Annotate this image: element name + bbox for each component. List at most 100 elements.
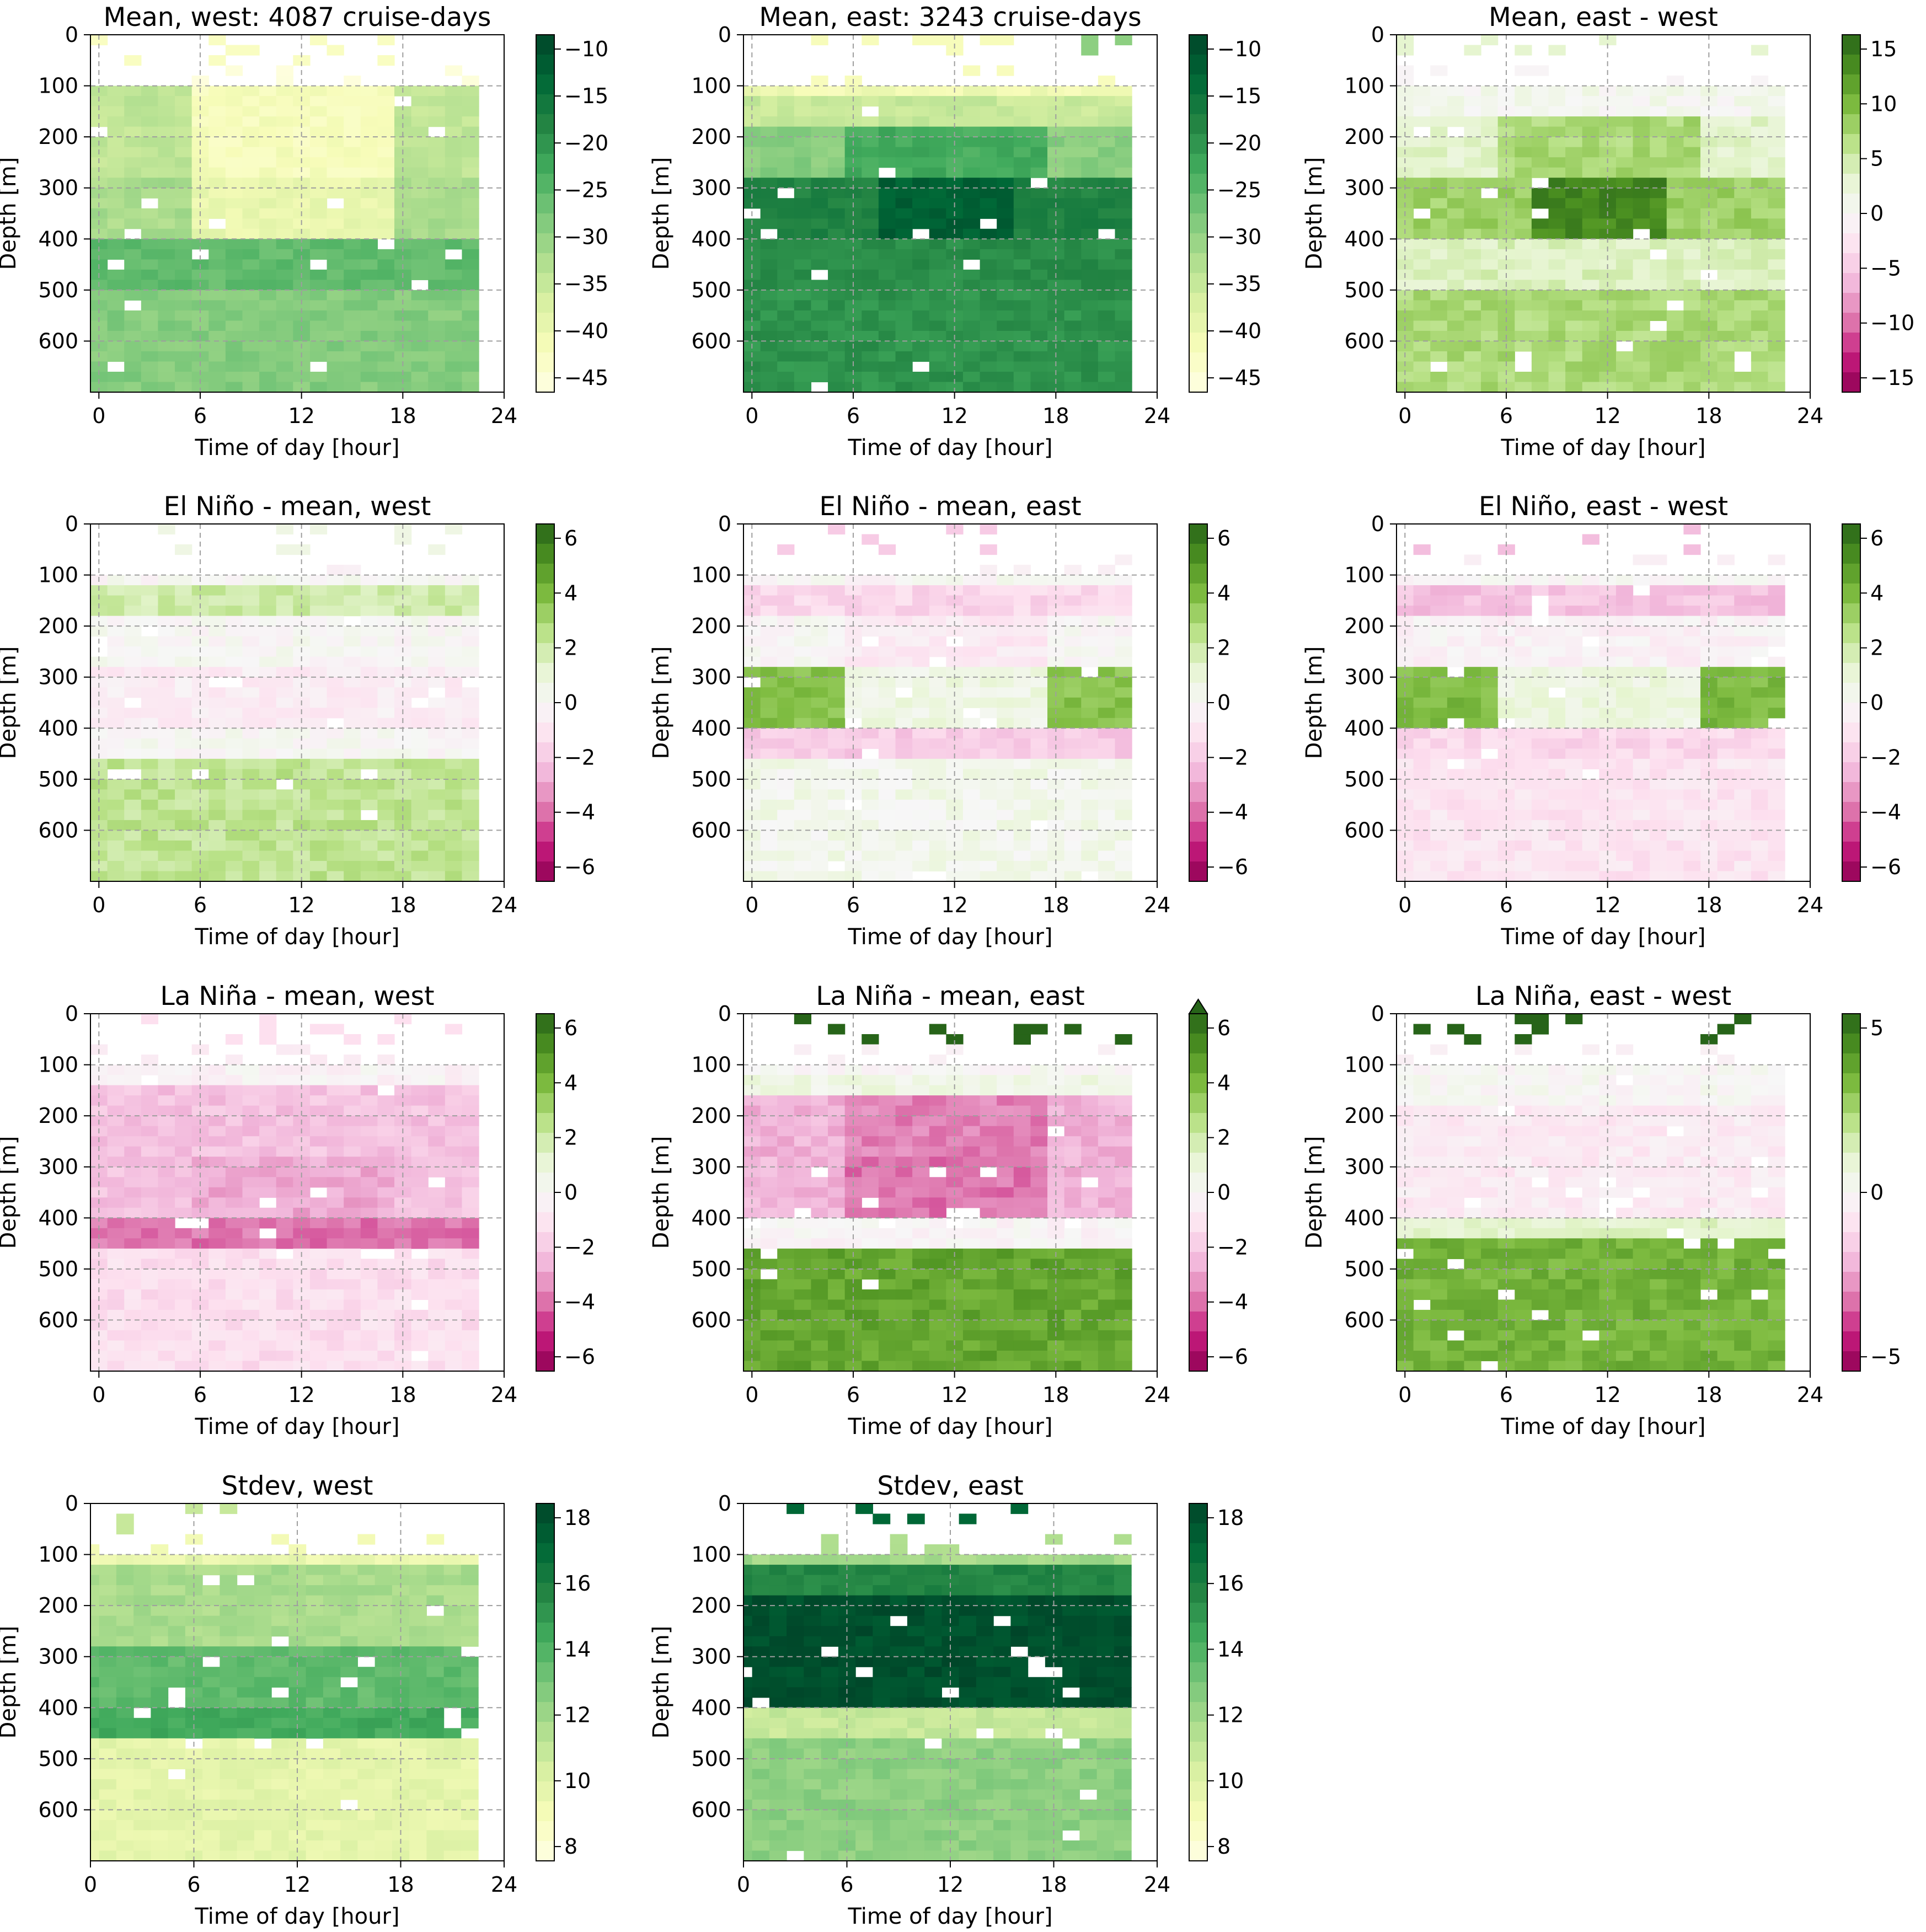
heatmap-cell: [1650, 259, 1667, 270]
heatmap-cell: [445, 300, 463, 311]
heatmap-cell: [225, 1075, 243, 1086]
heatmap-cell: [276, 76, 293, 87]
heatmap-cell: [929, 758, 946, 769]
heatmap-cell: [327, 126, 344, 137]
heatmap-cell: [411, 595, 429, 606]
heatmap-cell: [1615, 290, 1634, 301]
heatmap-cell: [760, 280, 778, 291]
heatmap-cell: [225, 606, 243, 617]
heatmap-cell: [962, 677, 981, 688]
heatmap-cell: [1565, 320, 1583, 331]
heatmap-cell: [242, 585, 260, 596]
heatmap-cell: [1548, 606, 1566, 617]
heatmap-cell: [107, 1157, 125, 1168]
heatmap-cell: [462, 198, 479, 209]
heatmap-cell: [1734, 126, 1752, 137]
heatmap-cell: [107, 208, 125, 219]
heatmap-cell: [777, 320, 795, 331]
heatmap-cell: [377, 830, 395, 841]
heatmap-cell: [377, 371, 395, 383]
heatmap-cell: [1751, 585, 1769, 596]
heatmap-cell: [929, 137, 946, 148]
colorbar-segment: [1842, 703, 1860, 723]
heatmap-cell: [428, 595, 446, 606]
heatmap-cell: [1768, 147, 1785, 158]
heatmap-cell: [377, 361, 395, 372]
heatmap-cell: [309, 1105, 328, 1116]
heatmap-cell: [794, 606, 812, 617]
heatmap-cell: [141, 1238, 159, 1249]
heatmap-cell: [1734, 687, 1752, 698]
heatmap-cell: [259, 820, 277, 831]
heatmap-cell: [191, 320, 209, 331]
heatmap-cell: [1497, 667, 1515, 678]
heatmap-cell: [1413, 280, 1431, 291]
heatmap-cell: [394, 850, 412, 861]
heatmap-cell: [208, 85, 226, 97]
heatmap-cell: [428, 646, 446, 657]
heatmap-cell: [141, 330, 159, 342]
heatmap-cell: [1599, 810, 1617, 821]
heatmap-cell: [1081, 769, 1099, 780]
heatmap-cell: [309, 116, 328, 127]
heatmap-cell: [259, 126, 277, 137]
heatmap-cell: [760, 249, 778, 260]
heatmap-cell: [276, 636, 293, 647]
colorbar-tick-label: 6: [564, 526, 577, 550]
heatmap-cell: [107, 198, 125, 209]
heatmap-cell: [1481, 810, 1499, 821]
heatmap-cell: [1633, 218, 1650, 229]
heatmap-cell: [962, 646, 981, 657]
heatmap-cell: [895, 667, 913, 678]
heatmap-cell: [276, 799, 293, 810]
heatmap-cell: [1582, 137, 1599, 148]
heatmap-cell: [1717, 167, 1735, 178]
heatmap-cell: [191, 106, 209, 117]
heatmap-cell: [191, 728, 209, 739]
heatmap-cell: [895, 697, 913, 708]
heatmap-cell: [929, 361, 946, 372]
heatmap-cell: [175, 1228, 192, 1239]
colorbar-segment: [1842, 154, 1860, 174]
heatmap-cell: [862, 85, 879, 97]
heatmap-cell: [1615, 106, 1634, 117]
heatmap-cell: [175, 820, 192, 831]
heatmap-cell: [377, 147, 395, 158]
heatmap-cell: [1615, 330, 1634, 342]
colorbar-segment: [536, 74, 554, 95]
heatmap-cell: [1115, 810, 1132, 821]
heatmap-cell: [377, 687, 395, 698]
heatmap-cell: [1098, 300, 1116, 311]
y-tick-label: 400: [691, 227, 731, 251]
heatmap-cell: [844, 789, 862, 800]
heatmap-cell: [1030, 646, 1048, 657]
heatmap-cell: [360, 871, 378, 882]
heatmap-cell: [1734, 290, 1752, 301]
heatmap-cell: [293, 1340, 311, 1351]
heatmap-cell: [1666, 351, 1684, 362]
heatmap-cell: [794, 585, 812, 596]
heatmap-cell: [1464, 769, 1481, 780]
heatmap-cell: [1515, 320, 1532, 331]
heatmap-cell: [124, 1136, 142, 1147]
heatmap-cell: [191, 606, 209, 617]
heatmap-cell: [794, 147, 812, 158]
colorbar-segment: [536, 154, 554, 174]
heatmap-cell: [777, 595, 795, 606]
heatmap-cell: [344, 575, 361, 586]
heatmap-cell: [1768, 636, 1785, 647]
x-tick-label: 18: [1695, 404, 1722, 428]
colorbar-segment: [536, 861, 554, 882]
heatmap-cell: [225, 1207, 243, 1218]
heatmap-cell: [929, 769, 946, 780]
heatmap-cell: [1430, 799, 1448, 810]
heatmap-cell: [1565, 269, 1583, 280]
y-tick-label: 300: [38, 176, 78, 200]
y-tick-label: 400: [1344, 227, 1384, 251]
heatmap-cell: [1115, 228, 1132, 239]
heatmap-cell: [1115, 718, 1132, 729]
heatmap-cell: [377, 656, 395, 667]
heatmap-cell: [1548, 810, 1566, 821]
heatmap-cell: [1582, 871, 1599, 882]
heatmap-cell: [428, 361, 446, 372]
